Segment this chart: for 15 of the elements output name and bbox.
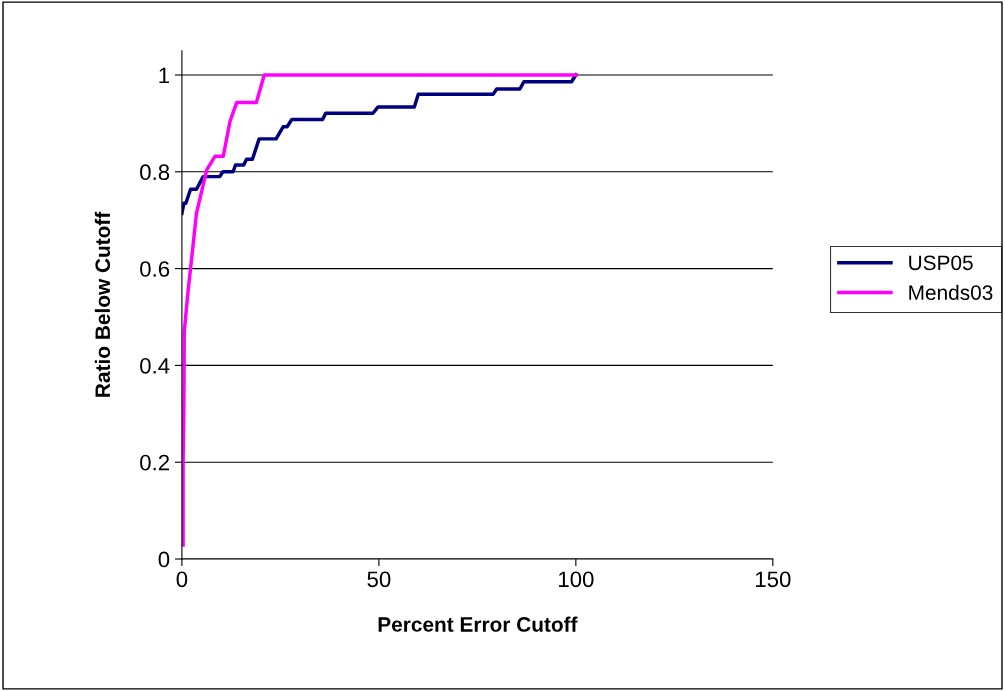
y-tick-label: 1 xyxy=(159,67,170,84)
x-axis-title: Percent Error Cutoff xyxy=(378,616,578,632)
y-tick-label: 0.8 xyxy=(140,164,170,181)
y-tick-label: 0.2 xyxy=(140,454,169,471)
x-tick-label: 100 xyxy=(559,571,594,588)
x-tick-label: 0 xyxy=(176,571,188,588)
line-series xyxy=(181,73,578,547)
x-tick-label: 150 xyxy=(756,571,791,588)
y-tick-label: 0.6 xyxy=(140,261,170,277)
y-axis-title: Ratio Below Cutoff xyxy=(94,211,111,397)
y-tick-label: 0 xyxy=(158,551,170,568)
x-tick-label: 50 xyxy=(367,571,391,588)
legend-label: USP05 xyxy=(909,255,973,271)
legend-label: Mends03 xyxy=(909,284,993,300)
y-tick-label: 0.4 xyxy=(140,357,170,374)
